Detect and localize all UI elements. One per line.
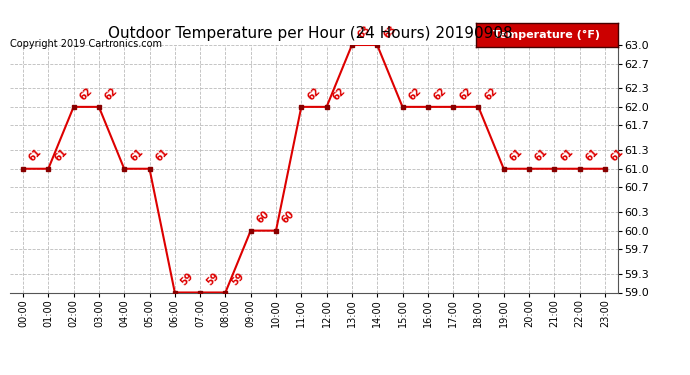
Text: 59: 59 — [204, 271, 221, 288]
Text: 62: 62 — [432, 86, 448, 102]
Text: 62: 62 — [103, 86, 119, 102]
Text: 63: 63 — [382, 24, 398, 40]
Text: 62: 62 — [457, 86, 474, 102]
Text: 61: 61 — [609, 147, 626, 164]
Text: 61: 61 — [27, 147, 43, 164]
Text: 59: 59 — [230, 271, 246, 288]
Text: 62: 62 — [406, 86, 423, 102]
Text: 59: 59 — [179, 271, 195, 288]
Text: 61: 61 — [584, 147, 600, 164]
Text: 61: 61 — [52, 147, 69, 164]
Text: 62: 62 — [78, 86, 95, 102]
Text: 60: 60 — [255, 209, 271, 226]
Text: 63: 63 — [356, 24, 373, 40]
Text: 61: 61 — [558, 147, 575, 164]
Text: Copyright 2019 Cartronics.com: Copyright 2019 Cartronics.com — [10, 39, 162, 50]
Text: 62: 62 — [331, 86, 347, 102]
Text: Temperature (°F): Temperature (°F) — [493, 30, 600, 40]
Text: 60: 60 — [280, 209, 297, 226]
Text: 61: 61 — [128, 147, 145, 164]
Text: Outdoor Temperature per Hour (24 Hours) 20190908: Outdoor Temperature per Hour (24 Hours) … — [108, 26, 513, 41]
Text: 62: 62 — [482, 86, 499, 102]
Text: 61: 61 — [154, 147, 170, 164]
Text: 62: 62 — [306, 86, 322, 102]
Text: 61: 61 — [533, 147, 550, 164]
Text: 61: 61 — [508, 147, 524, 164]
